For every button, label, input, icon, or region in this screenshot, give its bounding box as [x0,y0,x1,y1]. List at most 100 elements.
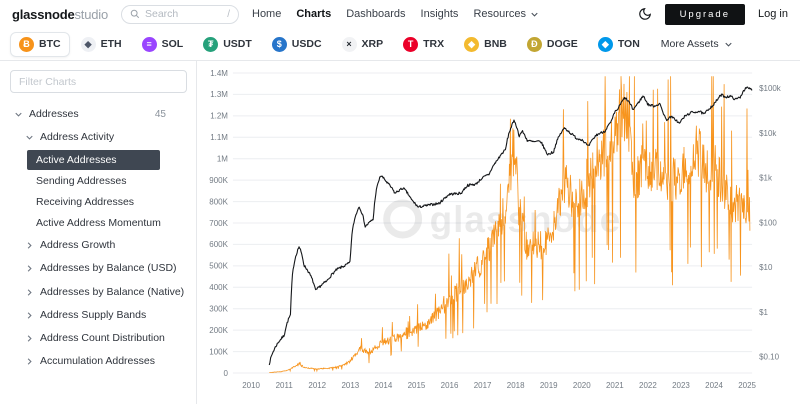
sidebar-group-addresses-by-balance-usd[interactable]: Addresses by Balance (USD) [0,257,196,280]
svg-text:2020: 2020 [573,381,591,390]
sidebar-group-label: Addresses by Balance (USD) [40,262,177,275]
sidebar-group-address-activity[interactable]: Address Activity [0,126,196,149]
asset-chip-sol[interactable]: ≡ SOL [133,32,193,57]
svg-text:100K: 100K [209,347,228,356]
svg-text:2023: 2023 [672,381,690,390]
asset-ticker: TRX [423,38,445,50]
sidebar-item-receiving-addresses[interactable]: Receiving Addresses [36,196,135,209]
top-navbar: glassnodestudio / Home Charts Dashboards In… [0,0,800,28]
svg-text:400K: 400K [209,283,228,292]
svg-text:$10k: $10k [759,129,776,138]
nav-link-charts[interactable]: Charts [296,8,331,20]
sidebar-group-address-supply-bands[interactable]: Address Supply Bands [0,304,196,327]
sidebar-item-active-address-momentum[interactable]: Active Address Momentum [36,217,161,230]
doge-coin-icon: Ð [526,36,542,52]
upgrade-button[interactable]: Upgrade [664,3,746,25]
asset-chip-usdc[interactable]: $ USDC [263,32,331,57]
asset-ticker: BTC [39,38,61,50]
search-icon [130,9,140,19]
more-assets-label: More Assets [660,38,719,50]
sidebar-group-label: Address Growth [40,239,116,252]
sidebar-group-label: Address Count Distribution [40,331,165,344]
svg-text:500K: 500K [209,262,228,271]
metric-list: Active Addresses Sending Addresses Receivi… [0,150,196,233]
svg-text:1M: 1M [217,155,228,164]
search-shortcut: / [227,8,230,20]
svg-text:200K: 200K [209,326,228,335]
asset-chip-bnb[interactable]: ◆ BNB [455,32,516,57]
price-line [268,86,753,366]
svg-text:600K: 600K [209,240,228,249]
asset-ticker: USDC [291,38,322,50]
asset-chip-usdt[interactable]: ₮ USDT [194,32,261,57]
svg-text:2022: 2022 [639,381,657,390]
asset-chip-btc[interactable]: Ƀ BTC [10,31,70,57]
chart-area: 1.4M 1.3M 1.2M 1.1M 1M 900K 800K 700K 600K 500K 40… [197,61,800,404]
asset-ticker: SOL [161,38,184,50]
nav-link-label: Charts [296,8,332,20]
chart-svg[interactable]: 1.4M 1.3M 1.2M 1.1M 1M 900K 800K 700K 600K 500K 40… [197,61,800,404]
nav-link-home[interactable]: Home [252,8,281,20]
trx-coin-icon: T [403,36,419,52]
metric-count-badge: 45 [154,109,166,121]
svg-text:2013: 2013 [341,381,359,390]
collapsed-group-list: Address Growth Addresses by Balance (USD)… [0,234,196,373]
search-box[interactable]: / [121,4,239,24]
asset-ticker: BNB [484,38,507,50]
svg-text:$0.10: $0.10 [759,353,780,362]
logo[interactable]: glassnodestudio [12,7,108,22]
more-assets-button[interactable]: More Assets [661,38,734,50]
asset-chip-eth[interactable]: ◆ ETH [72,32,131,57]
nav-link-label: Dashboards [346,8,406,20]
svg-text:900K: 900K [209,176,228,185]
nav-link-resources[interactable]: Resources [473,8,540,20]
asset-chip-ton[interactable]: ◆ TON [589,32,649,57]
eth-coin-icon: ◆ [80,36,96,52]
svg-text:300K: 300K [209,305,228,314]
sidebar-group-address-count-distribution[interactable]: Address Count Distribution [0,327,196,350]
sidebar-category-label: Addresses [29,108,79,120]
btc-coin-icon: Ƀ [19,36,34,52]
asset-chip-trx[interactable]: T TRX [394,32,453,57]
asset-chip-xrp[interactable]: × XRP [333,32,393,57]
logo-primary: glassnode [12,6,75,22]
svg-text:2012: 2012 [308,381,326,390]
main-content: Addresses 45 Address Activity Active Add… [0,61,800,404]
bnb-coin-icon: ◆ [464,36,480,52]
sidebar-group-label: Address Supply Bands [40,308,147,321]
svg-text:1.4M: 1.4M [210,69,228,78]
nav-link-label: Resources [473,8,527,20]
sidebar-item-sending-addresses[interactable]: Sending Addresses [36,175,127,188]
login-link[interactable]: Log in [758,8,788,20]
chart-filter-input[interactable] [10,70,187,93]
metrics-sidebar: Addresses 45 Address Activity Active Add… [0,61,197,404]
sidebar-group-addresses-by-balance-native[interactable]: Addresses by Balance (Native) [0,281,196,304]
chevron-right-icon [27,312,32,319]
sidebar-group-address-growth[interactable]: Address Growth [0,234,196,257]
asset-ticker: XRP [361,38,384,50]
sidebar-group-accumulation-addresses[interactable]: Accumulation Addresses [0,350,196,373]
nav-link-dashboards[interactable]: Dashboards [346,8,405,20]
sidebar-category-addresses[interactable]: Addresses 45 [0,103,196,126]
asset-bar: Ƀ BTC ◆ ETH ≡ SOL ₮ USDT $ USDC × XRP T TRX ◆ BNB Ð DOGE ◆… [0,28,800,61]
chevron-right-icon [27,242,32,249]
svg-text:2024: 2024 [705,381,723,390]
active-addresses-line [269,76,751,373]
nav-link-label: Home [252,8,282,20]
asset-chip-doge[interactable]: Ð DOGE [518,32,587,57]
sidebar-item-active-addresses[interactable]: Active Addresses [27,150,160,171]
asset-ticker: DOGE [546,38,578,50]
svg-text:$100: $100 [759,218,777,227]
search-input[interactable] [145,8,223,20]
svg-text:2011: 2011 [276,381,294,390]
nav-link-insights[interactable]: Insights [421,8,459,20]
svg-text:2015: 2015 [408,381,426,390]
svg-text:$100k: $100k [759,84,781,93]
asset-ticker: USDT [223,38,252,50]
svg-text:0: 0 [223,369,228,378]
svg-text:2018: 2018 [507,381,525,390]
asset-chips: Ƀ BTC ◆ ETH ≡ SOL ₮ USDT $ USDC × XRP T TRX ◆ BNB Ð DOGE ◆… [10,31,649,57]
dark-mode-icon[interactable] [638,7,652,21]
svg-text:2014: 2014 [375,381,393,390]
chevron-down-icon [531,12,538,17]
